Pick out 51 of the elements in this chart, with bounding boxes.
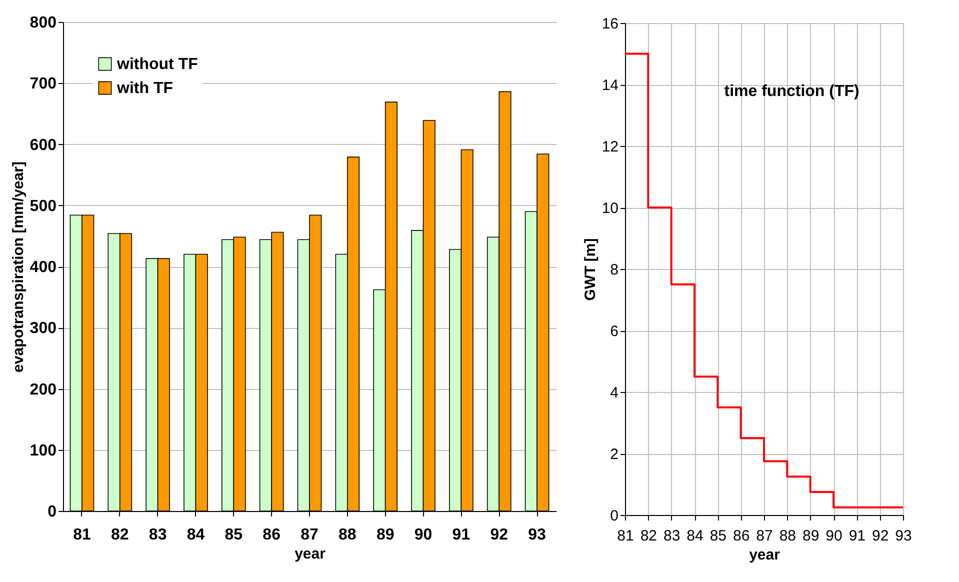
- x-tick-label: 90: [826, 528, 842, 544]
- x-tick-label: 93: [528, 526, 546, 544]
- x-tick-label: 81: [73, 526, 91, 544]
- x-tick-label: 84: [686, 528, 704, 544]
- y-tick-label: 500: [30, 198, 57, 215]
- x-tick-label: 81: [617, 528, 634, 544]
- y-tick-label: 200: [30, 381, 57, 398]
- y-tick-label: 300: [30, 320, 57, 338]
- y-tick-label: 2: [610, 446, 618, 463]
- x-tick-label: 87: [756, 528, 773, 544]
- y-tick-label: 0: [48, 504, 57, 520]
- x-tick-label: 85: [224, 526, 243, 544]
- y-tick-label: 0: [610, 508, 618, 524]
- legend-label: without TF: [116, 56, 198, 73]
- x-tick-label: 87: [300, 526, 318, 544]
- y-axis-title: evapotranspiration [mm/year]: [10, 162, 27, 372]
- y-tick-label: 14: [602, 77, 618, 94]
- x-tick-label: 89: [376, 526, 394, 544]
- legend-label: with TF: [116, 80, 174, 97]
- x-tick-label: 92: [872, 528, 889, 544]
- y-tick-label: 800: [30, 14, 57, 32]
- y-tick-label: 4: [610, 384, 618, 402]
- x-tick-label: 85: [710, 528, 727, 544]
- y-tick-label: 16: [602, 16, 618, 32]
- x-tick-label: 82: [640, 528, 658, 544]
- y-tick-label: 12: [602, 138, 618, 156]
- x-tick-label: 90: [414, 526, 432, 544]
- y-axis-title: GWT [m]: [582, 238, 599, 301]
- x-tick-label: 83: [663, 528, 680, 544]
- x-tick-label: 86: [732, 528, 750, 544]
- y-tick-label: 400: [30, 259, 57, 276]
- x-tick-label: 89: [802, 528, 820, 544]
- x-tick-label: 93: [895, 528, 912, 544]
- x-axis-title: year: [294, 546, 326, 562]
- x-tick-label: 83: [148, 526, 167, 544]
- x-tick-label: 91: [452, 526, 470, 544]
- x-tick-label: 91: [848, 528, 866, 544]
- y-tick-label: 100: [30, 442, 57, 460]
- annotation: time function (TF): [724, 83, 860, 100]
- y-tick-label: 600: [30, 136, 57, 154]
- y-tick-label: 6: [610, 323, 618, 340]
- x-tick-label: 88: [338, 526, 356, 544]
- x-axis-title: year: [749, 546, 780, 564]
- x-tick-label: 88: [779, 528, 796, 544]
- x-tick-label: 84: [186, 526, 205, 544]
- y-tick-label: 8: [610, 262, 618, 278]
- x-tick-label: 92: [490, 526, 508, 544]
- x-tick-label: 86: [262, 526, 281, 544]
- y-tick-label: 10: [602, 200, 618, 217]
- x-tick-label: 82: [110, 526, 129, 544]
- y-tick-label: 700: [30, 76, 57, 93]
